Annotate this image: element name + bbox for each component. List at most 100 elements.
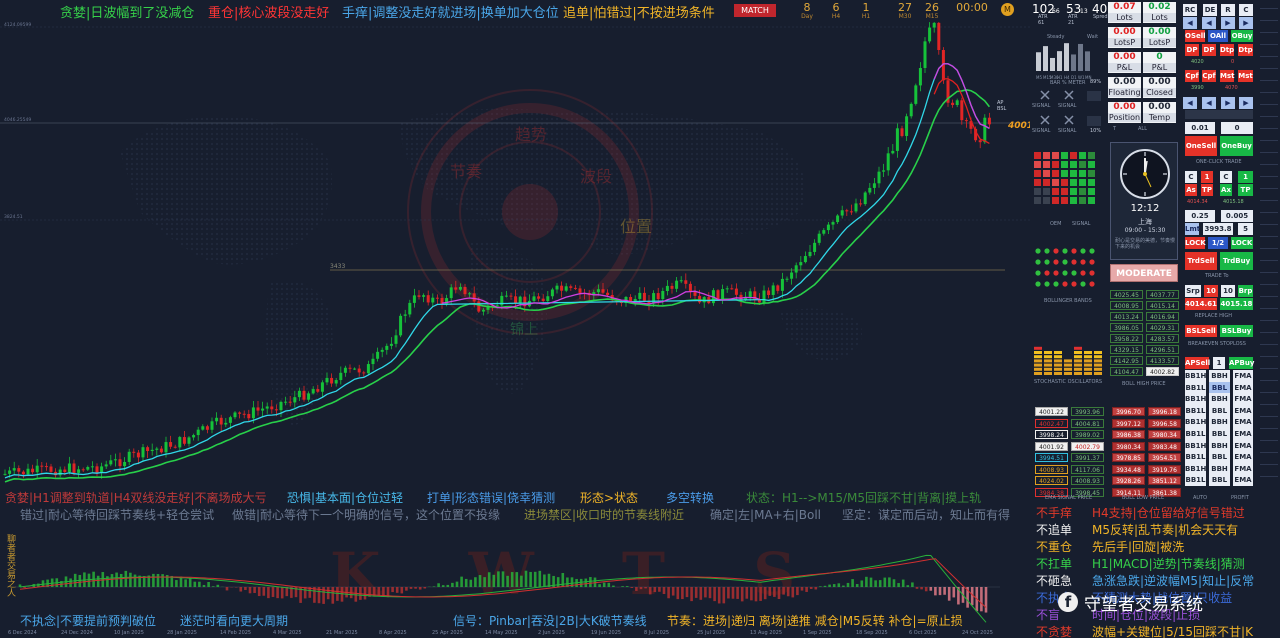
one-sell-small-button[interactable]: 1 [1201,171,1213,183]
brp-price-field[interactable]: 4015.18 [1220,298,1253,310]
dtp-buy-button[interactable]: Dtp [1238,44,1253,56]
bb-band-button[interactable]: BBH [1209,393,1230,406]
ap-sell-button[interactable]: APSell [1185,357,1211,369]
risk-level-badge[interactable]: MODERATE [1110,264,1178,282]
bb-1-button[interactable]: BB1L [1185,451,1206,464]
brp-count-button[interactable]: 10 [1221,285,1235,297]
ma-type-button[interactable]: EMA [1233,404,1253,417]
bb-band-button[interactable]: BBL [1209,451,1230,464]
risk-input[interactable]: 0.25 [1185,210,1215,222]
half-close-button[interactable]: 1/2 [1208,237,1228,249]
one-buy-small-button[interactable]: 1 [1238,171,1253,183]
oscillator-panel[interactable]: K W T S 聊者者交易之人 [0,522,1000,630]
trd-sell-button[interactable]: TrdSell [1185,252,1217,270]
as-button[interactable]: As [1185,184,1197,196]
lot-size-input[interactable]: 0.01 [1185,122,1215,134]
bsl-sell-button[interactable]: BSLSell [1185,325,1217,337]
candle-body [58,469,62,476]
close-buy-button[interactable]: C [1220,171,1232,183]
ma-type-button[interactable]: FMA [1233,393,1253,406]
dp-sell-button[interactable]: DP [1185,44,1199,56]
bb-1-button[interactable]: BB1H [1185,393,1207,406]
trd-buy-button[interactable]: TrdBuy [1220,252,1253,270]
one-sell-button[interactable]: OneSell [1185,136,1217,156]
arrow-left-icon[interactable]: ◀ [1202,17,1216,29]
bb-band-button[interactable]: BBH [1209,462,1230,475]
lmt-button[interactable]: Lmt [1185,223,1201,235]
cpf-buy-button[interactable]: Cpf [1202,70,1216,82]
srp-price-field[interactable]: 4014.61 [1185,298,1217,310]
step-input[interactable]: 0.005 [1221,210,1253,222]
oall-button[interactable]: OAll [1208,30,1228,42]
one-buy-button[interactable]: OneBuy [1220,136,1253,156]
srp-button[interactable]: Srp [1185,285,1201,297]
eq-segment [1074,363,1082,367]
limit-count-input[interactable]: 5 [1238,223,1253,235]
price-chart[interactable]: 节奏 趋势 波段 位置 锦上 3433 4046.25549 4124.0959… [0,22,1030,490]
osell-button[interactable]: OSell [1185,30,1206,42]
ap-count-button[interactable]: 1 [1213,357,1225,369]
ma-type-button[interactable]: FMA [1233,370,1253,382]
arrow-right-icon[interactable]: ▶ [1239,97,1253,109]
arrow-left-icon[interactable]: ◀ [1183,97,1197,109]
cpf-sell-button[interactable]: Cpf [1185,70,1199,82]
mst-sell-button[interactable]: Mst [1220,70,1235,82]
ma-type-button[interactable]: EMA [1233,451,1253,464]
arrow-right-icon[interactable]: ▶ [1221,97,1235,109]
bb-band-button[interactable]: BBL [1209,381,1230,394]
de-button[interactable]: DE [1203,4,1217,16]
ma-type-button[interactable]: EMA [1233,439,1253,452]
bb-1-button[interactable]: BB1H [1185,370,1207,382]
tp-sell-button[interactable]: TP [1201,184,1213,196]
match-button[interactable]: MATCH [734,4,776,17]
ap-buy-button[interactable]: APBuy [1229,357,1255,369]
lock-buy-button[interactable]: LOCK [1231,237,1253,249]
date-tick: 18 Sep 2025 [856,630,888,636]
bb-1-button[interactable]: BB1H [1185,416,1207,429]
close-sell-button[interactable]: C [1185,171,1197,183]
ma-type-button[interactable]: EMA [1233,474,1253,487]
bb-band-button[interactable]: BBL [1209,404,1230,417]
mst-buy-button[interactable]: Mst [1238,70,1253,82]
bb-band-button[interactable]: BBL [1209,474,1230,487]
bb-band-button[interactable]: BBH [1209,416,1230,429]
ma-type-button[interactable]: EMA [1233,416,1253,429]
srp-count-button[interactable]: 10 [1204,285,1218,297]
oem-cell [1034,197,1041,204]
candle-body [859,203,863,205]
bb-1-button[interactable]: BB1H [1185,439,1207,452]
r-button[interactable]: R [1221,4,1235,16]
c-button[interactable]: C [1239,4,1253,16]
limit-price-input[interactable]: 3993.8 [1203,223,1233,235]
ma-type-button[interactable]: EMA [1233,381,1253,394]
bb-band-button[interactable]: BBL [1209,428,1230,440]
candle-body [302,390,306,400]
lot-step-input[interactable]: 0 [1221,122,1253,134]
lock-sell-button[interactable]: LOCK [1185,237,1206,249]
obuy-button[interactable]: OBuy [1231,30,1253,42]
bb-1-button[interactable]: BB1L [1185,474,1206,487]
dp-buy-button[interactable]: DP [1202,44,1216,56]
bb-1-button[interactable]: BB1L [1185,404,1206,417]
bb-1-button[interactable]: BB1H [1185,462,1207,475]
bb-band-button[interactable]: BBH [1209,370,1230,382]
bsl-buy-button[interactable]: BSLBuy [1220,325,1253,337]
tp-buy-button[interactable]: TP [1238,184,1253,196]
bb-band-button[interactable]: BBH [1209,439,1230,452]
bollinger-label: BOLLINGER BANDS [1044,298,1092,304]
bb-1-button[interactable]: BB1L [1185,381,1206,394]
candle-body [877,171,881,184]
arrow-right-icon[interactable]: ▶ [1239,17,1253,29]
arrow-right-icon[interactable]: ▶ [1221,17,1235,29]
ma-type-button[interactable]: FMA [1233,462,1253,475]
rc-button[interactable]: RC [1183,4,1197,16]
dtp-sell-button[interactable]: Dtp [1220,44,1235,56]
ma-type-button[interactable]: EMA [1233,428,1253,440]
ax-button[interactable]: Ax [1220,184,1232,196]
scale-tick [1260,164,1278,165]
brp-button[interactable]: Brp [1238,285,1253,297]
bb-1-button[interactable]: BB1L [1185,428,1206,440]
arrow-left-icon[interactable]: ◀ [1202,97,1216,109]
arrow-left-icon[interactable]: ◀ [1183,17,1197,29]
candle-body [730,288,734,290]
